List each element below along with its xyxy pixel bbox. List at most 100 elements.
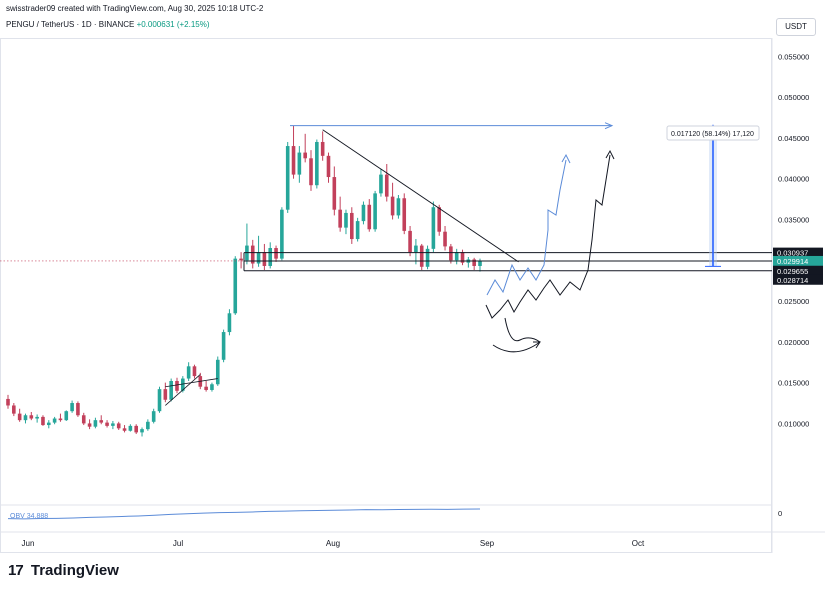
candle-body [41,416,45,426]
descending-trendline [322,129,519,263]
obv-value: 34.888 [26,513,49,520]
candle [425,245,430,270]
flag-line [165,378,218,388]
price-tag-bg [773,265,823,276]
x-tick-label: Sep [480,539,495,548]
candle [233,256,238,315]
candle [151,408,156,424]
y-tick-label: 0.045000 [778,134,809,143]
tradingview-logo-text: TradingView [30,562,119,579]
candle [262,243,267,271]
candle [204,381,208,392]
candle-body [210,384,214,390]
price-tag-bg [773,274,823,285]
candle-body [76,403,80,416]
flag-line [165,374,201,406]
candle [12,403,16,417]
candle-body [29,415,34,419]
candle [250,239,255,269]
measure-label-box [666,125,760,141]
candle-body [315,141,319,186]
candle-body [146,421,150,430]
candle [186,362,191,381]
price-tag-bg [773,247,823,258]
candle [472,257,476,271]
y-tick-label: 0.055000 [778,52,809,61]
candle-body [233,258,238,314]
candle [291,125,296,179]
candle [239,252,243,269]
candle [23,413,28,424]
candle-body [122,428,127,431]
candle-body [192,366,197,377]
candle-body [46,422,51,426]
candle-body [35,416,39,419]
candle [443,226,447,251]
candle-body [332,177,337,210]
candle [175,377,179,394]
candle [326,152,331,183]
candle [41,415,45,426]
candle [245,223,249,265]
candle [437,204,442,236]
creator-note: swisstrader09 created with TradingView.c… [6,4,264,13]
candle [17,408,22,422]
currency-button[interactable]: USDT [776,18,816,36]
candle [6,394,10,409]
candle-body [373,193,377,230]
candle-body [309,158,313,186]
candle-body [116,423,121,429]
candle [460,249,465,266]
candle [320,131,325,161]
candle-body [250,245,255,264]
candle-body [379,174,383,194]
candle [116,421,121,430]
candle [408,226,412,257]
candle-body [70,403,74,412]
candle-body [472,259,476,266]
candle [70,400,74,413]
candle [87,419,92,430]
candle-body [186,366,191,379]
candle-body [303,152,307,159]
candle [210,382,214,392]
candle-body [396,198,401,216]
candle-body [443,231,447,247]
candle-body [320,141,325,156]
black-projection-path [485,154,611,319]
candle-body [344,212,348,228]
candle-body [181,378,185,391]
candle [396,195,401,219]
candle [163,382,168,403]
candle [52,416,57,425]
candle-body [297,152,302,175]
price-tag-label: 0.028714 [777,276,808,285]
obv-line [7,508,481,520]
black-projection-arrowhead [605,149,615,160]
candle [268,242,273,269]
candle-body [64,411,69,421]
candle-body [350,212,354,240]
candle-body [419,245,424,267]
candle-body [239,258,243,261]
blue-projection-arrowhead [561,153,571,164]
candle-body [460,252,465,263]
candle-body [215,359,220,385]
price-tag-bg [773,255,823,266]
candle-body [204,386,208,390]
candle [46,420,51,429]
candle-body [87,423,92,427]
candle-body [17,413,22,421]
candle-body [449,246,453,261]
target-arrowhead [604,122,614,130]
candle [256,235,261,267]
candle [35,414,39,423]
y-tick-label: 0.050000 [778,93,809,102]
candle [215,356,220,386]
candle [58,413,63,422]
candle [454,248,459,265]
candle-body [157,389,162,412]
candle-body [454,252,459,261]
y-tick-label: 0.040000 [778,175,809,184]
